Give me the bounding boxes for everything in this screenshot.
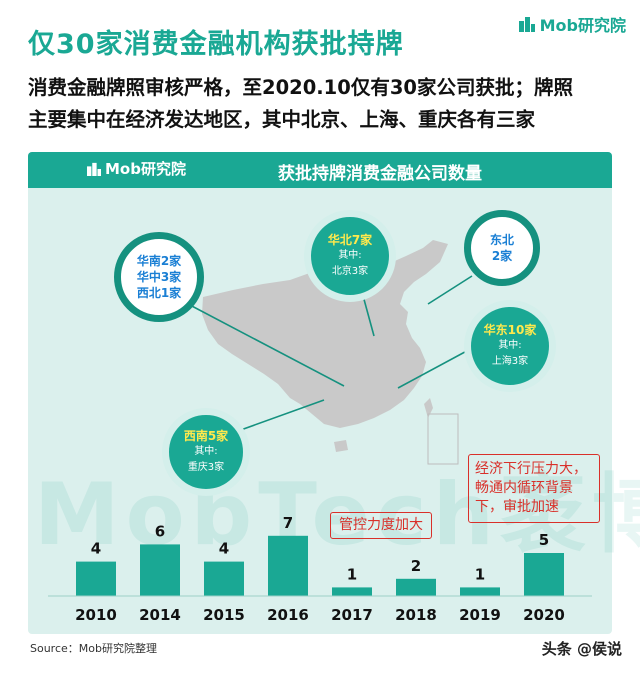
value-label-2010: 4 xyxy=(91,540,101,558)
bubble-east-note-label: 其中: xyxy=(498,340,522,351)
tick-label-2017: 2017 xyxy=(331,606,373,624)
bubble-northeast: 东北 2家 xyxy=(464,210,540,286)
tick-label-2018: 2018 xyxy=(395,606,437,624)
subtitle: 消费金融牌照审核严格，至2020.10仅有30家公司获批；牌照 主要集中在经济发… xyxy=(28,72,618,136)
tick-label-2020: 2020 xyxy=(523,606,565,624)
bubble-southwest-note-label: 其中: xyxy=(194,446,218,457)
tick-label-2019: 2019 xyxy=(459,606,501,624)
connector-south xyxy=(187,303,345,387)
building-icon xyxy=(518,17,535,32)
map-shape xyxy=(202,240,448,428)
bubble-north-title: 华北7家 xyxy=(327,233,373,247)
value-label-2020: 5 xyxy=(539,531,549,549)
bar-2014 xyxy=(140,544,180,596)
bubble-southwest: 西南5家 其中: 重庆3家 xyxy=(162,408,250,496)
tick-label-2010: 2010 xyxy=(75,606,117,624)
subtitle-line-1: 消费金融牌照审核严格，至2020.10仅有30家公司获批；牌照 xyxy=(28,76,573,99)
value-label-2019: 1 xyxy=(475,565,485,583)
bar-2019 xyxy=(460,587,500,596)
bar-chart: 4 2010 6 2014 4 2015 7 2016 1 2017 2 2018 1 2019 5 2020 xyxy=(48,514,592,624)
brand-name: Mob研究院 xyxy=(539,16,626,35)
panel-logo-text: Mob研究院 xyxy=(105,160,186,178)
bar-2020 xyxy=(524,553,564,596)
bar-2010 xyxy=(76,561,116,596)
chart-panel: Mob研究院 获批持牌消费金融公司数量 MobTech袤博 华南2家 华中3家 … xyxy=(28,152,640,634)
bubble-east-note: 上海3家 xyxy=(491,356,529,367)
tick-label-2015: 2015 xyxy=(203,606,245,624)
bubble-south-line-1: 华南2家 xyxy=(136,254,182,268)
bar-2018 xyxy=(396,578,436,596)
bubble-north-note-label: 其中: xyxy=(338,250,362,261)
bubble-southwest-title: 西南5家 xyxy=(183,429,229,443)
connector-east xyxy=(397,345,477,389)
value-label-2016: 7 xyxy=(283,514,293,532)
annotation-pressure-line-1: 经济下行压力大， xyxy=(475,461,587,477)
corner-watermark: 头条 @侯说 xyxy=(541,640,622,658)
hainan-shape xyxy=(334,440,348,452)
tick-label-2016: 2016 xyxy=(267,606,309,624)
brand-logo-top: Mob研究院 xyxy=(518,12,626,36)
south-china-sea-inset xyxy=(427,413,459,465)
bubble-northeast-line-2: 2家 xyxy=(491,249,513,263)
bar-2016 xyxy=(268,535,308,596)
page-title: 仅30家消费金融机构获批持牌 xyxy=(28,29,404,60)
bubble-south: 华南2家 华中3家 西北1家 xyxy=(114,232,204,322)
annotation-pressure: 经济下行压力大， 畅通内循环背景 下，审批加速 xyxy=(468,454,600,523)
building-icon xyxy=(87,162,101,176)
annotation-pressure-line-2: 畅通内循环背景 xyxy=(475,480,573,496)
panel-header: Mob研究院 获批持牌消费金融公司数量 xyxy=(28,152,612,188)
china-map xyxy=(187,240,477,465)
bubble-east: 华东10家 其中: 上海3家 xyxy=(464,300,556,392)
bubble-south-line-3: 西北1家 xyxy=(136,286,182,300)
taiwan-shape xyxy=(424,398,433,418)
bubble-northeast-line-1: 东北 xyxy=(489,233,514,247)
panel-logo: Mob研究院 xyxy=(86,158,186,179)
annotation-tightening: 管控力度加大 xyxy=(330,512,432,539)
connector-northeast xyxy=(427,275,473,305)
panel-title: 获批持牌消费金融公司数量 xyxy=(278,164,482,184)
annotation-pressure-line-3: 下，审批加速 xyxy=(475,499,559,515)
value-label-2018: 2 xyxy=(411,557,421,575)
bubble-south-line-2: 华中3家 xyxy=(136,270,182,284)
value-label-2015: 4 xyxy=(219,540,229,558)
source-note: Source：Mob研究院整理 xyxy=(30,642,157,655)
subtitle-line-2: 主要集中在经济发达地区，其中北京、上海、重庆各有三家 xyxy=(28,108,536,131)
tick-label-2014: 2014 xyxy=(139,606,181,624)
bubble-north: 华北7家 其中: 北京3家 xyxy=(304,210,396,302)
bubble-southwest-note: 重庆3家 xyxy=(187,462,225,473)
bar-2017 xyxy=(332,587,372,596)
bar-2015 xyxy=(204,561,244,596)
value-label-2017: 1 xyxy=(347,565,357,583)
watermark: MobTech袤博 xyxy=(34,465,640,565)
bubble-east-title: 华东10家 xyxy=(483,323,537,337)
value-label-2014: 6 xyxy=(155,522,165,540)
bubble-north-note: 北京3家 xyxy=(331,266,369,277)
